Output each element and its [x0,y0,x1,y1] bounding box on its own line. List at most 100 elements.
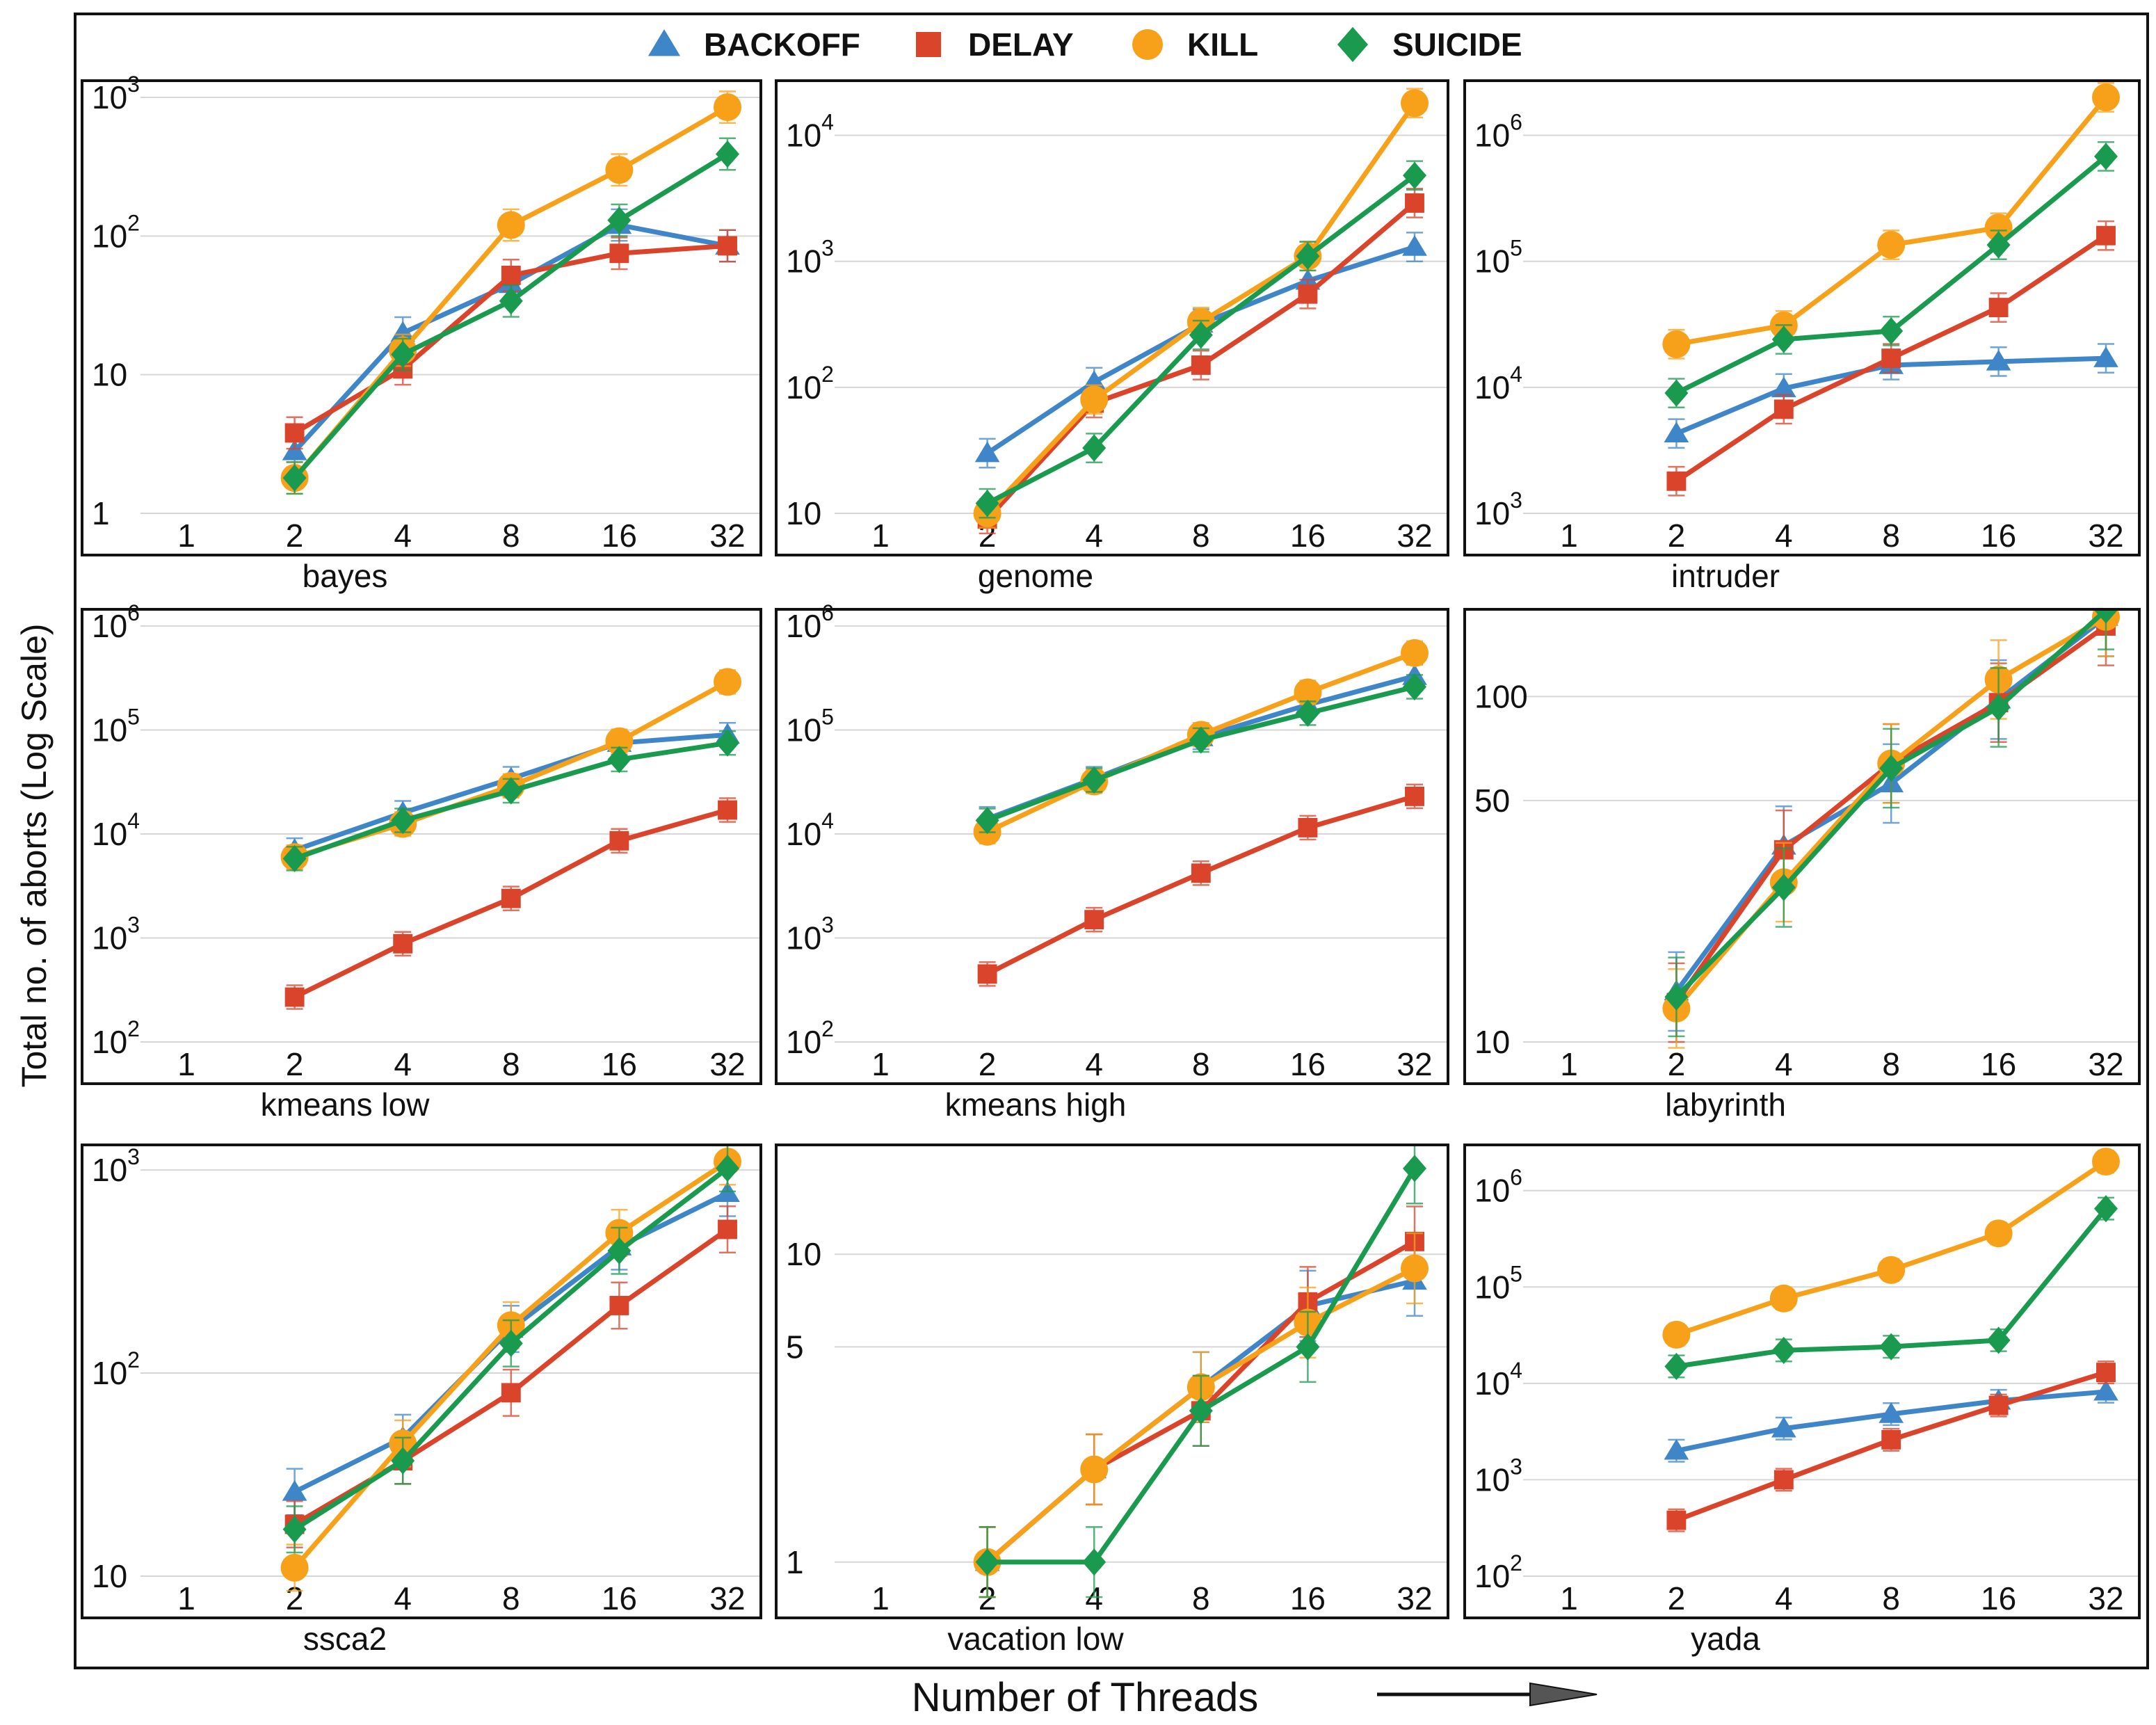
series-suicide [282,729,739,872]
y-tick-label: 10 [786,495,821,531]
data-point [605,156,634,184]
panel-frame [775,79,1449,556]
y-axis-label: Total no. of aborts (Log Scale) [15,623,54,1087]
x-tick-label: 32 [709,518,745,554]
data-point [499,777,523,805]
data-point [2096,1363,2116,1383]
data-point [716,140,739,168]
x-tick-label: 1 [1560,518,1578,554]
data-point [501,888,521,908]
x-tick-label: 8 [1192,518,1210,554]
data-point [1771,1416,1796,1438]
x-tick-label: 1 [1560,1046,1578,1082]
data-point [714,668,741,696]
data-point [1403,673,1426,701]
series-delay [1666,220,2116,497]
data-point [1773,1470,1794,1490]
data-point [1771,1336,1796,1364]
data-point [2092,1148,2120,1176]
plot-area [280,668,741,1010]
y-tick-label: 10 [1474,1024,1510,1060]
legend: BACKOFF DELAY KILL SUICIDE [647,26,1522,63]
x-tick-label: 2 [286,518,304,554]
data-point [1403,161,1426,189]
series-delay [977,783,1424,987]
data-point [975,1548,999,1576]
legend-diamond-icon [1337,26,1368,63]
panel-frame [775,608,1449,1085]
y-tick-label: 5 [786,1329,804,1365]
data-point [607,1237,631,1265]
x-tick-label: 2 [1668,1580,1686,1616]
x-tick-label: 1 [177,1046,195,1082]
data-point [1664,379,1689,407]
x-tick-label: 1 [177,1580,195,1616]
x-tick-label: 4 [1085,518,1103,554]
panel-title: yada [1691,1621,1760,1657]
data-point [1773,399,1794,419]
legend-label: BACKOFF [704,26,860,63]
data-point [280,1553,309,1582]
data-point [501,1383,521,1403]
x-tick-label: 16 [1981,518,2016,554]
x-tick-label: 4 [394,1580,412,1616]
x-tick-label: 4 [1085,1046,1103,1082]
data-point [499,287,523,315]
data-point [1771,376,1796,398]
panel-title: ssca2 [303,1621,387,1657]
panel-frame [1463,1144,2141,1619]
x-tick-label: 32 [709,1580,745,1616]
data-point [718,1219,737,1239]
data-point [2094,609,2118,624]
series-suicide [975,160,1426,519]
data-point [1986,693,2011,721]
data-point [282,1479,307,1501]
data-point [2094,1195,2118,1223]
x-tick-label: 16 [1290,1046,1326,1082]
data-point [2092,83,2120,111]
data-point [390,321,416,342]
series-delay [284,797,737,1010]
data-point [975,806,999,835]
x-tick-label: 1 [871,1046,890,1082]
data-point [2093,346,2118,367]
data-point [1879,1333,1904,1361]
x-tick-label: 8 [1192,1046,1210,1082]
series-suicide [1664,1195,2118,1381]
plot-area [280,1145,741,1592]
data-point [1879,1402,1904,1423]
plot-area [1662,82,2120,497]
x-tick-label: 32 [2088,1046,2123,1082]
data-point [1769,1284,1798,1313]
data-point [609,1296,629,1315]
data-point [1664,983,1689,1011]
data-point [718,236,737,256]
data-point [1401,1254,1429,1283]
data-point [1082,766,1107,794]
x-tick-label: 16 [1981,1046,2016,1082]
plot-area [973,1145,1429,1598]
x-tick-label: 16 [1981,1580,2016,1616]
y-tick-label: 104 [1474,1358,1522,1402]
series-kill [1662,1148,2120,1349]
arrow-icon [1377,1682,1598,1707]
y-tick-label: 10 [92,357,127,393]
x-tick-label: 16 [602,1580,637,1616]
data-point [1191,863,1211,883]
x-tick-label: 32 [2088,518,2123,554]
x-tick-label: 16 [1290,1580,1326,1616]
x-tick-label: 8 [1882,1046,1900,1082]
data-point [1771,874,1796,901]
data-point [1298,817,1318,837]
data-point [1296,699,1320,727]
data-point [1294,678,1322,707]
x-tick-label: 4 [394,1046,412,1082]
panel-labyrinth: 10 50 100 1 2 4 8 16 32 labyrinth [1463,608,2141,1123]
panel-title: kmeans high [945,1086,1127,1123]
data-point [974,441,1000,463]
data-point [1877,1255,1906,1284]
series-suicide [1664,141,2118,409]
